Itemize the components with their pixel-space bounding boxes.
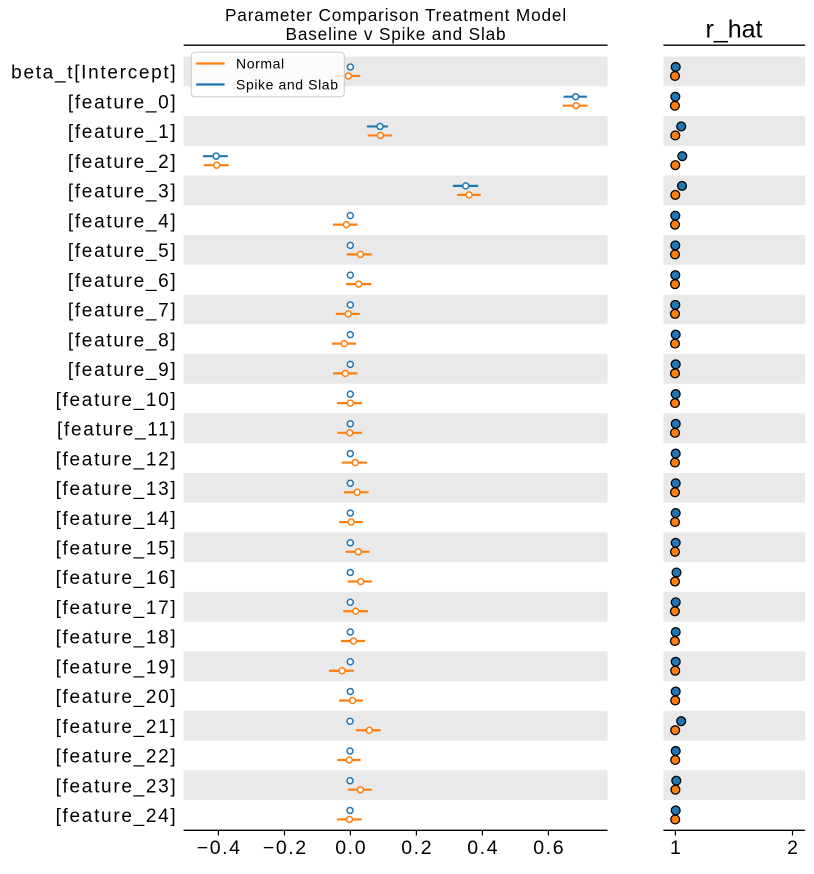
svg-text:0.0: 0.0 (335, 837, 367, 859)
svg-text:Normal: Normal (236, 56, 285, 72)
svg-text:[feature_10]: [feature_10] (56, 390, 178, 411)
svg-text:1: 1 (670, 837, 682, 859)
svg-text:beta_t[Intercept]: beta_t[Intercept] (11, 63, 177, 84)
svg-text:[feature_17]: [feature_17] (56, 598, 178, 619)
svg-text:[feature_19]: [feature_19] (56, 657, 178, 678)
svg-text:−0.4: −0.4 (197, 837, 242, 859)
svg-text:0.4: 0.4 (467, 837, 499, 859)
svg-text:0.6: 0.6 (533, 837, 565, 859)
svg-text:[feature_20]: [feature_20] (56, 687, 178, 708)
svg-text:[feature_3]: [feature_3] (68, 182, 178, 203)
svg-text:[feature_1]: [feature_1] (68, 122, 178, 143)
svg-text:[feature_6]: [feature_6] (68, 271, 178, 292)
svg-text:2: 2 (787, 837, 799, 859)
svg-text:[feature_8]: [feature_8] (68, 330, 178, 351)
svg-text:[feature_24]: [feature_24] (56, 806, 178, 827)
svg-text:[feature_5]: [feature_5] (68, 241, 178, 262)
svg-text:[feature_16]: [feature_16] (56, 568, 178, 589)
svg-text:[feature_22]: [feature_22] (56, 747, 178, 768)
svg-text:[feature_23]: [feature_23] (56, 776, 178, 797)
svg-text:[feature_0]: [feature_0] (68, 92, 178, 113)
svg-text:0.2: 0.2 (401, 837, 433, 859)
svg-text:Parameter Comparison Treatment: Parameter Comparison Treatment Model (225, 5, 567, 25)
svg-text:[feature_11]: [feature_11] (57, 420, 177, 441)
svg-text:Baseline v Spike and Slab: Baseline v Spike and Slab (286, 24, 507, 44)
svg-text:−0.2: −0.2 (263, 837, 308, 859)
svg-text:[feature_13]: [feature_13] (56, 479, 178, 500)
svg-text:[feature_15]: [feature_15] (56, 538, 178, 559)
svg-text:[feature_12]: [feature_12] (56, 449, 178, 470)
svg-text:[feature_7]: [feature_7] (68, 301, 178, 322)
svg-text:[feature_21]: [feature_21] (56, 717, 178, 738)
svg-text:[feature_9]: [feature_9] (68, 360, 178, 381)
svg-text:[feature_4]: [feature_4] (68, 211, 178, 232)
svg-text:Spike and Slab: Spike and Slab (236, 77, 339, 93)
svg-text:[feature_2]: [feature_2] (68, 152, 178, 173)
svg-text:[feature_18]: [feature_18] (56, 628, 178, 649)
svg-text:[feature_14]: [feature_14] (56, 509, 178, 530)
svg-text:r_hat: r_hat (706, 16, 763, 44)
